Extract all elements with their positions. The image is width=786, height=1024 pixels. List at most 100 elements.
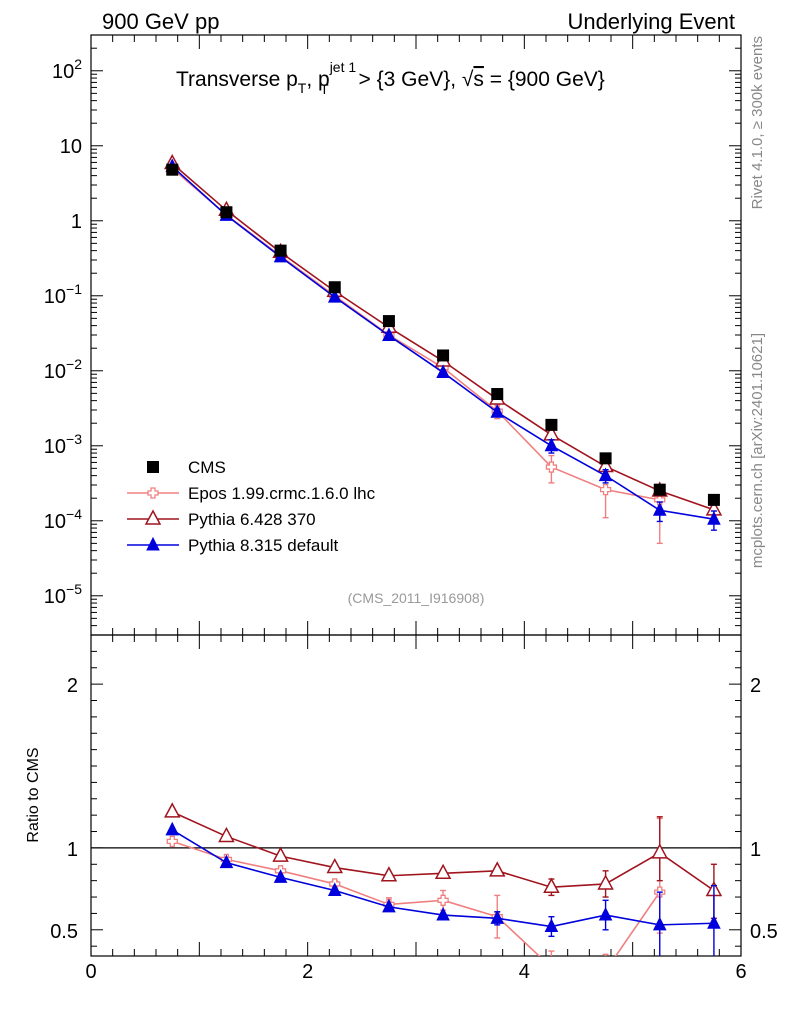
ratio-plot-panel: 0.5 0.5 1 1 2 2 0 2 4 6 Ratio to CMS — [25, 634, 778, 983]
ratio-axes: 0.5 0.5 1 1 2 2 0 2 4 6 — [50, 634, 778, 983]
main-series — [163, 153, 723, 545]
ratio-ytick-label-left: 2 — [67, 675, 78, 697]
marker-filled-triangle — [598, 467, 613, 482]
marker-open-triangle — [380, 866, 398, 882]
ratio-ytick-label-right: 0.5 — [750, 921, 778, 943]
series-line — [171, 165, 715, 520]
header-left: 900 GeV pp — [102, 9, 219, 34]
xtick-label: 0 — [85, 961, 96, 983]
title-sup: jet 1 — [329, 59, 357, 75]
marker-filled-triangle — [436, 906, 450, 921]
marker-open-cross — [437, 894, 449, 906]
marker-filled-triangle — [436, 364, 450, 378]
main-ytick-label: 102 — [52, 56, 82, 83]
marker-filled-triangle — [707, 915, 721, 929]
marker-cms — [545, 418, 558, 431]
main-ytick-label: 10−2 — [44, 356, 82, 383]
mcplots-label: mcplots.cern.ch [arXiv:2401.10621] — [749, 333, 766, 568]
marker-open-cross — [166, 835, 178, 848]
marker-cms — [491, 388, 504, 401]
title-post1: > {3 GeV}, — [353, 68, 462, 91]
marker-open-cross — [546, 962, 556, 972]
legend-label: Pythia 6.428 370 — [188, 510, 316, 529]
ratio-series-line — [171, 840, 661, 956]
main-ytick-label: 10−5 — [44, 581, 82, 608]
marker-filled-triangle — [544, 918, 559, 933]
title-post2: = {900 GeV} — [484, 68, 605, 91]
ytick-exponent: −4 — [66, 506, 82, 522]
ytick-base: 10 — [44, 286, 66, 308]
ytick-exponent: −3 — [66, 431, 82, 447]
marker-filled-triangle — [598, 906, 613, 921]
series-pythia-6-428-370 — [163, 153, 723, 516]
legend-label: Epos 1.99.crmc.1.6.0 lhc — [188, 484, 376, 503]
marker-open-triangle — [597, 874, 614, 890]
marker-cms — [274, 244, 287, 257]
marker-open-cross — [545, 461, 558, 473]
ratio-plot-frame — [90, 634, 742, 957]
ytick-base: 10 — [44, 361, 66, 383]
marker-open-triangle — [218, 826, 235, 843]
marker-filled-triangle — [382, 898, 396, 913]
legend-entry: Pythia 8.315 default — [127, 536, 339, 555]
marker-filled-triangle — [652, 502, 667, 516]
marker-open-triangle — [543, 877, 560, 893]
legend-entry: CMS — [147, 458, 226, 477]
series-line — [171, 162, 715, 511]
marker-open-triangle — [434, 863, 452, 880]
marker-filled-triangle — [146, 536, 160, 551]
main-ytick-label: 10−1 — [44, 281, 82, 308]
ratio-series-pythia-6-428-370 — [163, 802, 723, 920]
ratio-ytick-label-right: 1 — [750, 839, 761, 861]
marker-filled-triangle — [490, 910, 505, 924]
marker-cms — [328, 281, 341, 294]
marker-open-cross — [599, 484, 612, 496]
ytick-base: 1 — [71, 211, 82, 233]
xtick-label: 6 — [735, 961, 746, 983]
main-ytick-label: 10−4 — [44, 506, 82, 533]
title-sub2: T — [320, 81, 329, 97]
ratio-ylabel: Ratio to CMS — [25, 747, 42, 842]
marker-cms — [220, 206, 233, 219]
ytick-base: 10 — [44, 586, 66, 608]
series-line — [171, 167, 660, 501]
marker-open-triangle — [144, 509, 162, 525]
legend-entry: Epos 1.99.crmc.1.6.0 lhc — [127, 484, 376, 503]
ytick-exponent: 2 — [74, 56, 82, 72]
main-ytick-label: 10 — [60, 136, 82, 158]
main-ytick-label: 10−3 — [44, 431, 82, 458]
marker-open-cross — [601, 966, 611, 976]
ytick-base: 10 — [44, 511, 66, 533]
ratio-series-epos-1-99-crmc-1-6-0-lhc — [166, 817, 666, 976]
marker-open-triangle — [163, 802, 181, 818]
marker-filled-triangle — [273, 869, 288, 883]
legend: CMS Epos 1.99.crmc.1.6.0 lhc Pythia 6.428 … — [127, 458, 376, 555]
ratio-ytick-label-left: 0.5 — [50, 921, 78, 943]
marker-filled-triangle — [652, 916, 667, 931]
main-ytick-label: 1 — [71, 211, 82, 233]
ytick-base: 10 — [44, 436, 66, 458]
series-pythia-8-315-default — [165, 158, 721, 531]
marker-cms — [599, 452, 612, 465]
title-mid: , p — [306, 68, 329, 91]
marker-filled-triangle — [219, 854, 234, 869]
xtick-label: 4 — [519, 961, 530, 983]
legend-entry: Pythia 6.428 370 — [127, 509, 316, 529]
marker-filled-triangle — [327, 882, 342, 896]
analysis-watermark: (CMS_2011_I916908) — [348, 590, 485, 606]
marker-open-triangle — [488, 861, 506, 877]
marker-open-triangle — [272, 846, 289, 862]
header-right: Underlying Event — [567, 9, 735, 34]
legend-label: Pythia 8.315 default — [188, 536, 339, 555]
marker-open-cross — [654, 494, 666, 506]
marker-filled-triangle — [490, 404, 505, 418]
marker-cms — [437, 349, 450, 362]
ratio-ytick-label-left: 1 — [67, 839, 78, 861]
ytick-exponent: −5 — [66, 581, 82, 597]
ytick-base: 10 — [52, 61, 74, 83]
ytick-base: 10 — [60, 136, 82, 158]
title-pre: Transverse p — [176, 68, 298, 91]
